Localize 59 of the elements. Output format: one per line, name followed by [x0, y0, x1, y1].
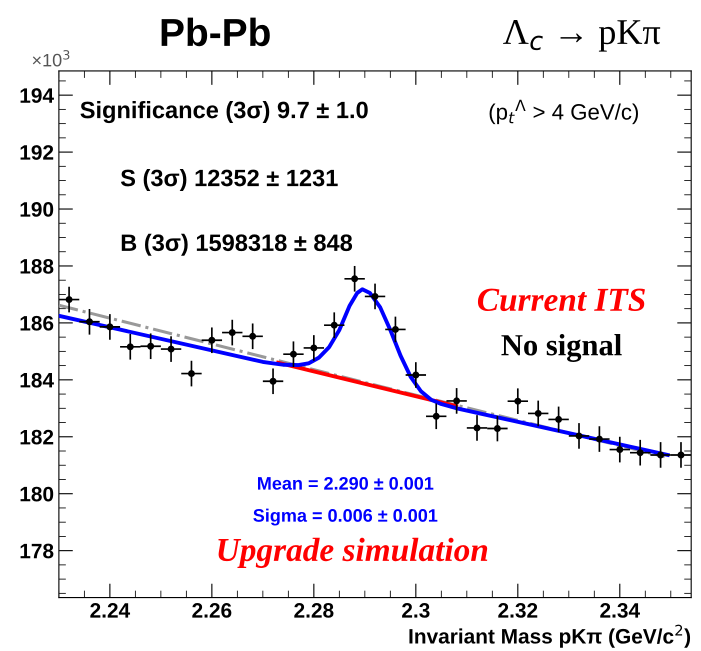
point	[106, 323, 114, 330]
y-tick-label: 190	[20, 202, 54, 217]
point	[392, 326, 399, 333]
y-tick-label: 194	[20, 88, 54, 103]
annotation: (p$_{t}$$^{Λ}$ > 4 GeV/c)	[490, 100, 638, 124]
x-tick-label: 2.34	[600, 603, 640, 618]
point	[474, 424, 480, 432]
point	[249, 332, 256, 340]
x-tick-label: 2.3	[402, 603, 430, 618]
text: ×10$^{3}$	[32, 50, 70, 67]
point	[555, 416, 562, 423]
point	[168, 346, 175, 353]
y-tick-label: 192	[20, 145, 54, 160]
chart-subtitle: Λ$_{c}$ → pKπ	[503, 20, 660, 52]
y-tick-label: 186	[20, 316, 54, 331]
annotation: Mean = 2.290 ± 0.001	[258, 476, 434, 490]
point	[208, 336, 216, 344]
annotation: B (3σ) 1598318 ± 848	[122, 234, 352, 256]
point	[432, 412, 440, 420]
point	[616, 446, 624, 454]
annotation: No signal	[501, 334, 622, 362]
point	[514, 398, 522, 405]
y-tick-label: 178	[20, 544, 54, 558]
annotation: Upgrade simulation	[218, 538, 488, 568]
point	[270, 378, 277, 385]
x-tick-label: 2.32	[498, 603, 538, 618]
y-tick-label: 188	[20, 258, 54, 274]
point	[636, 449, 644, 456]
point	[188, 370, 195, 378]
y-tick-label: 180	[20, 486, 54, 502]
point	[372, 292, 379, 300]
point	[147, 342, 154, 350]
annotation: Current ITS	[478, 288, 645, 312]
point	[534, 410, 542, 417]
point	[66, 296, 73, 304]
annotation: S (3σ) 12352 ± 1231	[120, 168, 338, 191]
point	[494, 425, 501, 432]
point	[310, 344, 318, 352]
point	[576, 432, 582, 440]
annotation: Sigma = 0.006 ± 0.001	[253, 508, 438, 526]
point	[596, 436, 603, 443]
point	[453, 397, 460, 404]
x-tick-label: 2.24	[90, 603, 130, 618]
y-tick-label: 182	[20, 430, 54, 445]
chart-title: Pb-Pb	[162, 18, 270, 46]
x-tick-label: 2.28	[294, 603, 334, 618]
point	[657, 452, 664, 458]
point	[86, 318, 93, 326]
x-tick-label: 2.26	[192, 603, 232, 618]
point	[678, 452, 684, 458]
annotation: Significance (3σ) 9.7 ± 1.0	[80, 100, 368, 124]
x-axis-title: Invariant Mass pKπ (GeV/c$^{2}$)	[409, 624, 690, 648]
point	[126, 343, 134, 350]
point	[290, 350, 297, 358]
point	[330, 322, 338, 329]
point	[228, 329, 236, 336]
point	[412, 372, 420, 378]
point	[351, 275, 358, 282]
y-tick-label: 184	[20, 372, 54, 388]
